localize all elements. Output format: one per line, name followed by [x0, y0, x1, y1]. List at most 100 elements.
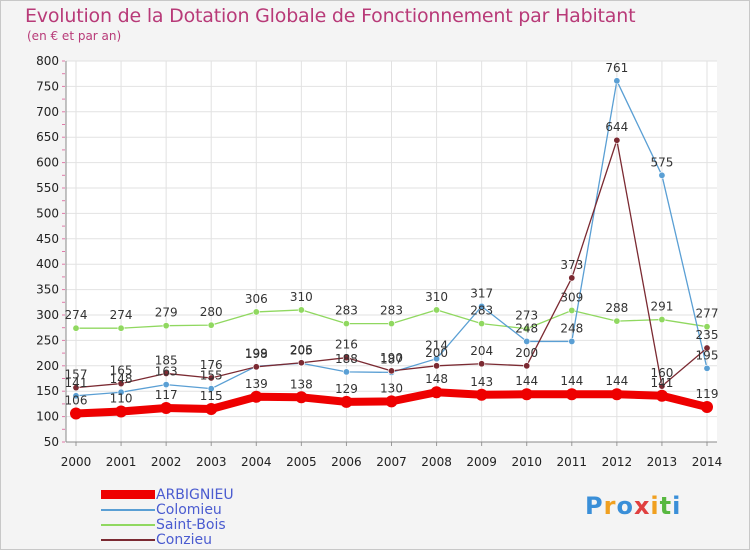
data-point-colomieu — [72, 392, 80, 400]
data-point-colomieu — [568, 337, 576, 345]
data-point-arbignieu — [565, 388, 578, 401]
data-label-conzieu: 165 — [110, 364, 133, 378]
data-label-conzieu: 198 — [245, 347, 268, 361]
y-tick-label: 600 — [36, 156, 59, 170]
chart-subtitle: (en € et par an) — [27, 29, 122, 43]
data-label-saint-bois: 279 — [155, 306, 178, 320]
y-tick-label: 750 — [36, 79, 59, 93]
data-point-conzieu — [162, 369, 170, 377]
data-point-saint-bois — [613, 317, 621, 325]
y-tick-label: 800 — [36, 54, 59, 68]
logo-letter: r — [603, 492, 617, 520]
legend-item-saint-bois: Saint-Bois — [101, 517, 234, 532]
data-label-colomieu: 141 — [65, 376, 88, 390]
data-point-saint-bois — [117, 324, 125, 332]
data-point-arbignieu — [610, 388, 623, 401]
data-label-colomieu: 205 — [290, 343, 313, 357]
x-tick-label: 2010 — [511, 455, 542, 469]
data-point-colomieu — [613, 77, 621, 85]
data-label-arbignieu: 110 — [110, 392, 133, 406]
data-label-saint-bois: 283 — [335, 304, 358, 318]
logo-letter: t — [659, 492, 673, 520]
legend-swatch-arbignieu — [101, 490, 155, 499]
data-point-colomieu — [658, 171, 666, 179]
data-label-arbignieu: 119 — [696, 387, 719, 401]
y-tick-label: 700 — [36, 105, 59, 119]
data-point-arbignieu — [205, 402, 218, 415]
data-point-saint-bois — [162, 322, 170, 330]
data-label-arbignieu: 130 — [380, 381, 403, 395]
data-label-arbignieu: 141 — [650, 376, 673, 390]
data-point-saint-bois — [342, 320, 350, 328]
y-tick-label: 500 — [36, 206, 59, 220]
data-label-colomieu: 163 — [155, 365, 178, 379]
y-tick-label: 650 — [36, 130, 59, 144]
legend-item-conzieu: Conzieu — [101, 532, 234, 547]
data-label-colomieu: 199 — [245, 346, 268, 360]
y-tick-label: 400 — [36, 257, 59, 271]
data-point-conzieu — [568, 274, 576, 282]
data-label-conzieu: 204 — [470, 344, 493, 358]
data-label-saint-bois: 274 — [65, 308, 88, 322]
data-label-colomieu: 317 — [470, 286, 493, 300]
legend-item-colomieu: Colomieu — [101, 502, 234, 517]
data-label-conzieu: 160 — [650, 366, 673, 380]
data-label-colomieu: 155 — [200, 369, 223, 383]
y-tick-label: 150 — [36, 384, 59, 398]
legend-swatch-conzieu — [101, 538, 155, 541]
data-point-saint-bois — [387, 320, 395, 328]
x-tick-label: 2001 — [106, 455, 137, 469]
data-label-colomieu: 761 — [605, 61, 628, 75]
data-label-conzieu: 157 — [65, 368, 88, 382]
data-label-saint-bois: 288 — [605, 301, 628, 315]
data-label-conzieu: 200 — [425, 346, 448, 360]
data-point-arbignieu — [701, 400, 713, 413]
data-point-saint-bois — [478, 320, 486, 328]
data-point-arbignieu — [520, 388, 533, 401]
x-tick-label: 2002 — [151, 455, 182, 469]
data-label-saint-bois: 291 — [650, 300, 673, 314]
x-tick-label: 2000 — [61, 455, 92, 469]
logo-letter: P — [585, 492, 604, 520]
data-point-colomieu — [117, 388, 125, 396]
data-point-arbignieu — [655, 389, 668, 402]
legend-label-saint-bois: Saint-Bois — [156, 516, 226, 533]
data-point-colomieu — [433, 355, 441, 363]
data-point-conzieu — [523, 362, 531, 370]
data-label-arbignieu: 106 — [65, 394, 88, 408]
data-point-conzieu — [252, 363, 260, 371]
x-tick-label: 2008 — [421, 455, 452, 469]
data-label-saint-bois: 306 — [245, 292, 268, 306]
data-label-colomieu: 214 — [425, 339, 448, 353]
y-tick-label: 50 — [44, 435, 59, 449]
data-label-saint-bois: 310 — [290, 290, 313, 304]
logo-letter: x — [633, 492, 651, 520]
data-point-conzieu — [207, 374, 215, 382]
data-point-arbignieu — [295, 391, 308, 404]
data-label-colomieu: 195 — [696, 348, 719, 362]
data-point-conzieu — [342, 354, 350, 362]
data-label-saint-bois: 283 — [470, 304, 493, 318]
legend-swatch-saint-bois — [101, 523, 155, 526]
data-label-saint-bois: 273 — [515, 309, 538, 323]
data-point-colomieu — [342, 368, 350, 376]
logo-letter: i — [650, 492, 660, 520]
data-point-conzieu — [478, 360, 486, 368]
x-tick-label: 2004 — [241, 455, 272, 469]
data-label-conzieu: 373 — [560, 258, 583, 272]
y-tick-label: 550 — [36, 181, 59, 195]
data-point-conzieu — [613, 136, 621, 144]
data-label-conzieu: 206 — [290, 343, 313, 357]
data-point-arbignieu — [385, 395, 398, 408]
x-tick-label: 2003 — [196, 455, 227, 469]
data-point-saint-bois — [297, 306, 305, 314]
data-label-arbignieu: 115 — [200, 389, 223, 403]
data-label-colomieu: 188 — [335, 352, 358, 366]
data-point-saint-bois — [72, 324, 80, 332]
y-tick-label: 450 — [36, 232, 59, 246]
data-point-colomieu — [207, 385, 215, 393]
data-label-arbignieu: 139 — [245, 377, 268, 391]
data-label-conzieu: 190 — [380, 351, 403, 365]
